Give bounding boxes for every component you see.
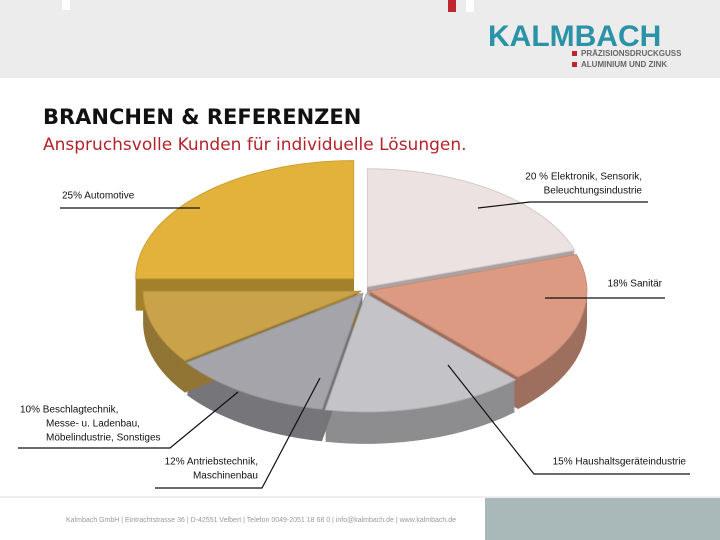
subtitle: Anspruchsvolle Kunden für individuelle L… bbox=[43, 135, 467, 155]
slice-label: Maschinenbau bbox=[193, 471, 258, 482]
slice-label: 12% Antriebstechnik, bbox=[165, 457, 258, 468]
slice bbox=[324, 293, 517, 413]
header-mark bbox=[448, 0, 456, 12]
slice bbox=[135, 160, 355, 280]
labels: 20 % Elektronik, Sensorik, Beleuchtungsin… bbox=[18, 172, 690, 489]
slice-label: Messe- u. Ladenbau, bbox=[46, 419, 140, 430]
slice-label: Beleuchtungsindustrie bbox=[544, 186, 643, 197]
logo-bullet bbox=[572, 51, 577, 56]
logo-line: ALUMINIUM UND ZINK bbox=[581, 60, 667, 69]
header-mark bbox=[466, 0, 474, 12]
logo-line: PRÄZISIONSDRUCKGUSS bbox=[581, 49, 682, 58]
logo-bullet bbox=[572, 62, 577, 67]
logo: KALMBACH bbox=[488, 20, 661, 53]
slice-label: 20 % Elektronik, Sensorik, bbox=[525, 172, 642, 183]
header-mark bbox=[62, 0, 70, 10]
pie bbox=[135, 160, 588, 444]
slice-label: Möbelindustrie, Sonstiges bbox=[46, 433, 161, 444]
slice-label: 15% Haushaltsgeräteindustrie bbox=[553, 457, 687, 468]
footer-image bbox=[485, 498, 720, 540]
leader-line bbox=[18, 391, 239, 449]
slice-label: 25% Automotive bbox=[62, 191, 135, 202]
slice bbox=[142, 290, 362, 362]
leader-line bbox=[155, 377, 321, 489]
leader-line bbox=[477, 201, 648, 209]
header-band bbox=[0, 0, 720, 78]
slice-label: 18% Sanitär bbox=[608, 279, 663, 290]
leader-line bbox=[447, 364, 690, 475]
slice bbox=[367, 253, 588, 378]
slice bbox=[366, 168, 576, 288]
slice-label: 10% Beschlagtechnik, bbox=[20, 405, 118, 416]
footer: Kalmbach GmbH | Eintrachtstrasse 36 | D-… bbox=[66, 517, 456, 524]
title: BRANCHEN & REFERENZEN bbox=[43, 105, 361, 129]
